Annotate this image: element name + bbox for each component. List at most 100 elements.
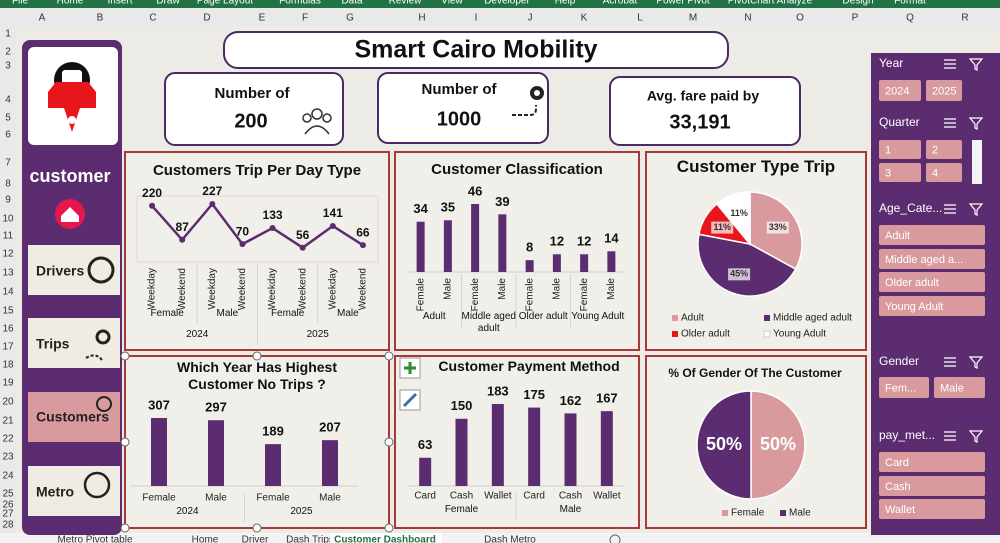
slicer-item[interactable]: [926, 140, 962, 159]
slicer-clear-icon[interactable]: [968, 356, 984, 369]
nav-customers[interactable]: [28, 392, 120, 442]
slicer-item-label[interactable]: Adult: [885, 230, 910, 242]
bar: [564, 413, 577, 486]
line-marker: [149, 202, 156, 209]
add-sheet-button[interactable]: [609, 534, 621, 543]
ribbon-tab[interactable]: Home: [57, 0, 84, 7]
data-label-box: [766, 221, 789, 234]
slicer-title: Gender: [879, 354, 919, 368]
nav-label[interactable]: Metro: [36, 484, 74, 500]
chart-panel[interactable]: [124, 355, 390, 529]
slicer-item[interactable]: [879, 272, 985, 292]
slicer-title: Age_Cate...: [879, 201, 942, 215]
slicer-clear-icon[interactable]: [968, 58, 984, 71]
slicer-multiselect-icon[interactable]: [944, 431, 956, 441]
ribbon-tab[interactable]: File: [12, 0, 29, 7]
chart-title: % Of Gender Of The Customer: [668, 366, 842, 380]
scrollbar[interactable]: [972, 140, 982, 184]
slicer-item[interactable]: [879, 452, 985, 472]
bar: [528, 407, 541, 486]
ribbon-tab[interactable]: Developer: [484, 0, 530, 7]
slicer-item[interactable]: [926, 80, 962, 101]
ribbon-tab[interactable]: Insert: [107, 0, 132, 7]
ribbon-tab[interactable]: View: [441, 0, 463, 7]
slicer-clear-icon[interactable]: [968, 203, 984, 216]
slicer-item-label[interactable]: 1: [885, 144, 891, 156]
active-sheet-tab[interactable]: [330, 533, 442, 543]
chart-title: Customer Classification: [431, 161, 603, 178]
slicer-item[interactable]: [879, 225, 985, 245]
slicer-item[interactable]: [879, 476, 985, 496]
chart-panel: [394, 355, 640, 529]
slicer-item[interactable]: [879, 377, 929, 398]
ribbon-tab[interactable]: Acrobat: [603, 0, 638, 7]
slicer-item[interactable]: [879, 80, 921, 101]
slicer-item[interactable]: [879, 249, 985, 269]
slicer-item-label[interactable]: 2024: [885, 85, 909, 97]
ribbon-tab[interactable]: PivotChart Analyze: [728, 0, 813, 7]
ribbon-tab[interactable]: Design: [842, 0, 873, 7]
slicer-item-label[interactable]: 2: [932, 144, 938, 156]
sheet-tab[interactable]: Metro Pivot table: [57, 535, 132, 543]
x-tick-label: Female: [579, 278, 590, 312]
x-tick-label: Wallet: [484, 491, 512, 502]
line-marker: [179, 236, 186, 243]
slicer-multiselect-icon[interactable]: [944, 357, 956, 367]
ribbon-tab[interactable]: Page Layout: [197, 0, 253, 7]
slicer-multiselect-icon[interactable]: [944, 59, 956, 69]
line-series: [151, 201, 364, 250]
row-header: 5: [5, 113, 11, 124]
bar: [600, 411, 613, 486]
sheet-tab[interactable]: Dash Metro: [484, 535, 536, 543]
ribbon-tab[interactable]: Help: [555, 0, 576, 7]
ribbon-tab[interactable]: Draw: [156, 0, 180, 7]
nav-drivers[interactable]: [28, 245, 120, 295]
sheet-tab[interactable]: Home: [192, 535, 219, 543]
nav-label[interactable]: Trips: [36, 336, 70, 352]
slicer-item[interactable]: [879, 499, 985, 519]
slicer-item[interactable]: [934, 377, 985, 398]
column-header: K: [581, 13, 588, 24]
slicer-item[interactable]: [879, 163, 921, 182]
slicer-item-label[interactable]: Fem...: [885, 382, 916, 394]
slicer-item-label[interactable]: Wallet: [885, 504, 915, 516]
selection-handles[interactable]: [120, 351, 394, 533]
data-label: 45%: [730, 269, 748, 279]
bar: [525, 260, 534, 272]
sheet-tab[interactable]: Dash Trips: [286, 535, 334, 543]
slicer-clear-icon[interactable]: [968, 430, 984, 443]
nav-label[interactable]: Drivers: [36, 263, 84, 279]
data-label: 34: [413, 201, 428, 216]
slicer-item-label[interactable]: 3: [885, 167, 891, 179]
line-marker: [239, 241, 246, 248]
sheet-tab[interactable]: Driver: [242, 535, 269, 543]
slicer-item[interactable]: [879, 140, 921, 159]
ribbon-tab[interactable]: Data: [341, 0, 363, 7]
slicer-item-label[interactable]: Card: [885, 457, 909, 469]
data-label: 227: [202, 184, 222, 198]
slicer-item-label[interactable]: 2025: [932, 85, 956, 97]
slicer-item-label[interactable]: Cash: [885, 481, 911, 493]
chart-title: Customer Type Trip: [676, 157, 836, 176]
ribbon-tab[interactable]: Review: [389, 0, 423, 7]
ribbon-tab[interactable]: Power Pivot: [656, 0, 710, 7]
slicer-clear-icon[interactable]: [968, 117, 984, 130]
slicer-item-label[interactable]: Male: [940, 382, 964, 394]
data-label: 50%: [706, 434, 742, 454]
data-label: 133: [263, 208, 283, 222]
sheet-tab[interactable]: Customer Dashboard: [334, 535, 436, 543]
slicer-item[interactable]: [926, 163, 962, 182]
ribbon-tab[interactable]: Formulas: [279, 0, 321, 7]
chart-title: Customers Trip Per Day Type: [152, 162, 362, 179]
slicer-item-label[interactable]: Young Adult: [885, 301, 943, 313]
slicer-multiselect-icon[interactable]: [944, 118, 956, 128]
slicer-item-label[interactable]: Older adult: [885, 277, 939, 289]
group-label-box: Female: [445, 504, 478, 515]
slicer-item-label[interactable]: Middle aged a...: [885, 254, 963, 266]
x-tick-label: Card: [523, 491, 545, 502]
nav-label[interactable]: Customers: [36, 409, 109, 425]
slicer-item-label[interactable]: 4: [932, 167, 938, 179]
slicer-item[interactable]: [879, 296, 985, 316]
slicer-multiselect-icon[interactable]: [944, 204, 956, 214]
ribbon-tab[interactable]: Format: [894, 0, 926, 7]
